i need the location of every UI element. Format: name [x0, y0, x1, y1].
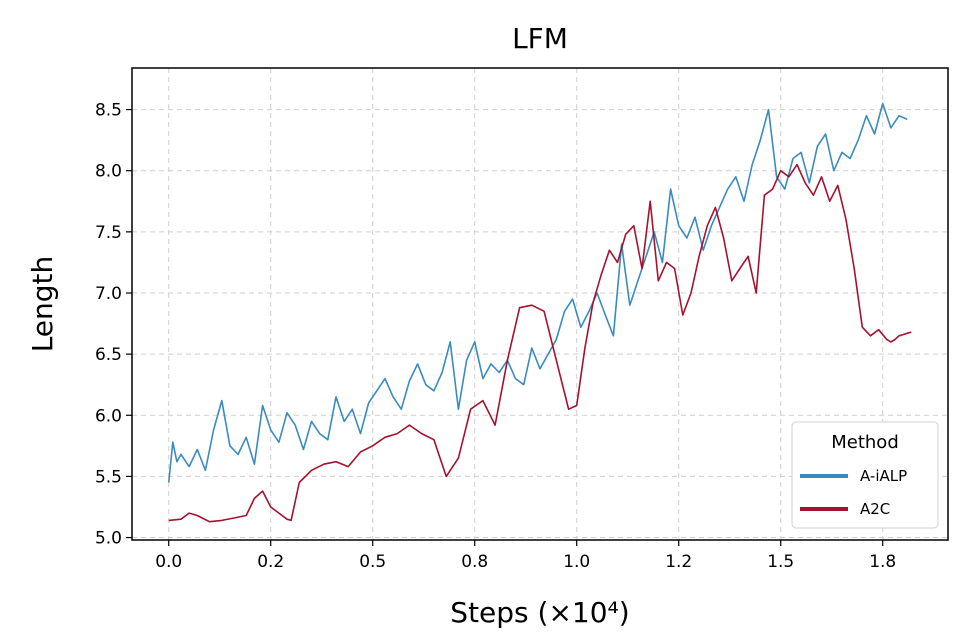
series-line-a-ialp [167, 102, 908, 483]
y-axis-label: Length [26, 256, 59, 353]
x-tick-label: 0.2 [257, 552, 284, 572]
x-tick-label: 1.2 [665, 552, 692, 572]
x-tick-label: 1.0 [563, 552, 590, 572]
y-tick-label: 8.0 [95, 162, 122, 182]
x-axis-ticks: 0.0 0.2 0.5 0.8 1.0 1.2 1.5 1.8 [155, 540, 896, 572]
x-tick-label: 1.5 [767, 552, 794, 572]
y-tick-label: 7.0 [95, 284, 122, 304]
legend-label-a-ialp: A-iALP [860, 467, 907, 485]
y-tick-label: 8.5 [95, 101, 122, 121]
plot-frame [131, 67, 949, 541]
y-tick-label: 5.0 [95, 529, 122, 549]
chart-title: LFM [512, 22, 568, 55]
y-tick-label: 5.5 [95, 467, 122, 487]
x-tick-label: 1.8 [869, 552, 896, 572]
legend-title: Method [831, 432, 899, 453]
legend-box [791, 421, 939, 529]
series-lines [167, 102, 912, 523]
x-tick-label: 0.5 [359, 552, 386, 572]
y-tick-label: 7.5 [95, 223, 122, 243]
legend: Method A-iALP A2C [791, 421, 939, 529]
y-tick-label: 6.5 [95, 345, 122, 365]
x-tick-label: 0.0 [155, 552, 182, 572]
x-axis-label: Steps (×10⁴) [450, 596, 629, 629]
series-line-a2c [168, 163, 912, 523]
y-axis-ticks: 5.0 5.5 6.0 6.5 7.0 7.5 8.0 8.5 [95, 101, 132, 549]
x-tick-label: 0.8 [461, 552, 488, 572]
y-tick-label: 6.0 [95, 406, 122, 426]
legend-label-a2c: A2C [860, 500, 890, 518]
